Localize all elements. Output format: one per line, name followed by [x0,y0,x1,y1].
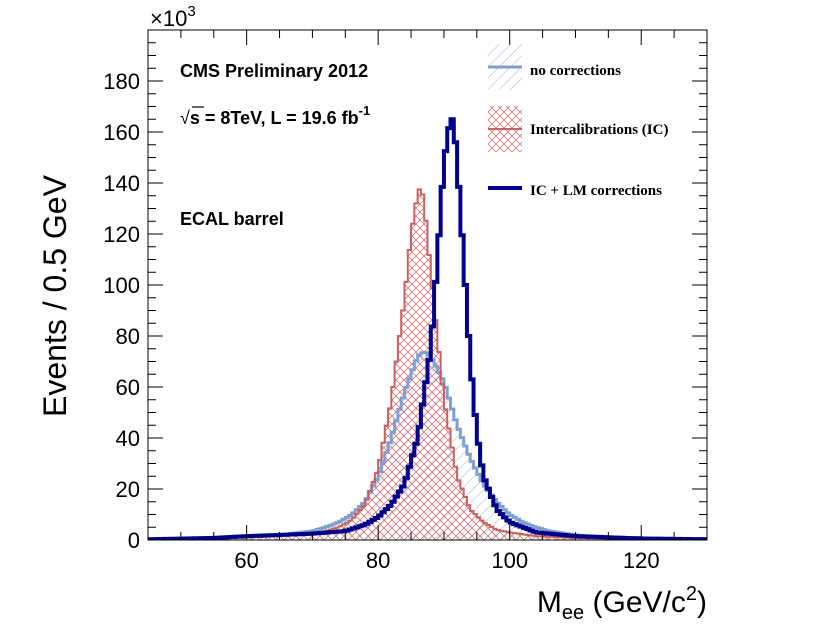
y-multiplier: ×103 [150,3,196,31]
y-tick-label: 160 [103,120,140,145]
y-tick-label: 80 [116,324,140,349]
y-axis-label: Events / 0.5 GeV [37,174,73,417]
y-tick-label: 0 [128,528,140,553]
x-tick-label: 120 [623,548,660,573]
series-layer [148,117,707,540]
legend-entry-intercalibrations: Intercalibrations (IC) [488,106,668,152]
legend-label-intercalibrations: Intercalibrations (IC) [530,122,668,138]
x-axis-label: Mee (GeV/c2) [537,583,707,624]
y-tick-label: 120 [103,222,140,247]
y-tick-label: 100 [103,273,140,298]
legend-entry-ic-lm: IC + LM corrections [488,183,662,199]
y-tick-label: 20 [116,477,140,502]
x-tick-label: 100 [491,548,528,573]
y-axis: 0 20 40 60 80 100 120 140 160 180 [103,29,707,553]
legend: no corrections Intercalibrations (IC) IC… [488,44,668,199]
annotation-cms: CMS Preliminary 2012 [180,61,368,81]
annotation-energy-lumi: √s = 8TeV, L = 19.6 fb-1 [180,103,370,128]
y-multiplier-exponent: 3 [187,3,195,20]
y-tick-label: 40 [116,426,140,451]
y-tick-label: 60 [116,375,140,400]
x-axis: 60 80 100 120 [147,30,708,573]
annotation-detector: ECAL barrel [180,209,284,229]
y-tick-label: 140 [103,171,140,196]
series-line-ic-lm-corrections [148,117,707,540]
legend-entry-no-corrections: no corrections [488,44,621,90]
y-tick-label: 180 [103,69,140,94]
x-tick-label: 60 [234,548,258,573]
x-tick-label: 80 [366,548,390,573]
legend-label-no-corrections: no corrections [530,63,621,79]
legend-label-ic-lm: IC + LM corrections [530,183,662,199]
